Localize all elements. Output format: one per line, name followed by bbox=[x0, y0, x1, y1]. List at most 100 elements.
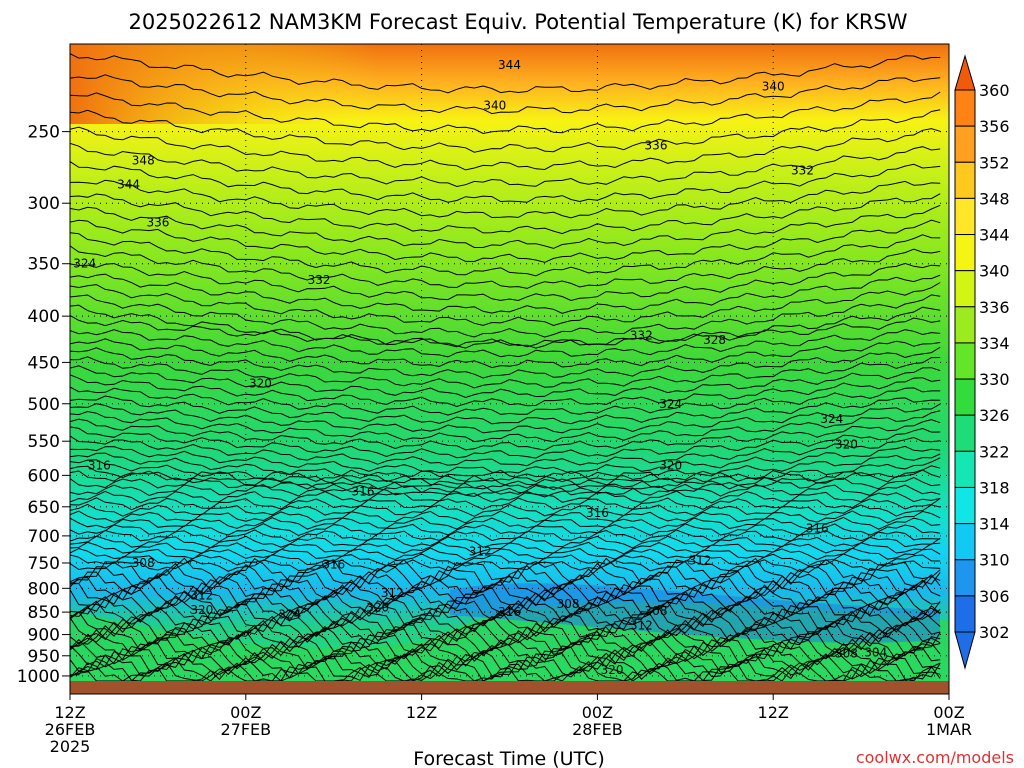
contour-line bbox=[70, 465, 941, 498]
contour-line bbox=[70, 638, 941, 667]
contour-line bbox=[70, 600, 941, 629]
contour-label: 344 bbox=[498, 58, 521, 72]
contour-label: 316 bbox=[498, 605, 521, 619]
contour-line bbox=[70, 142, 941, 188]
contour-line bbox=[70, 53, 941, 94]
colorbar-label: 330 bbox=[979, 370, 1010, 389]
contour-label: 320 bbox=[601, 663, 624, 677]
contour-line bbox=[70, 126, 941, 171]
colorbar-label: 326 bbox=[979, 406, 1010, 425]
contour-line bbox=[70, 304, 941, 349]
y-axis: 250 300 350 400 450 500 550 600 650 700 750 800 850 9… bbox=[17, 123, 70, 687]
contour-line bbox=[70, 109, 941, 153]
contour-line bbox=[70, 418, 941, 451]
colorbar-bin bbox=[954, 523, 976, 561]
contour-line bbox=[70, 665, 941, 681]
contour-line bbox=[70, 356, 941, 389]
contour-line bbox=[70, 615, 941, 643]
y-tick-label: 800 bbox=[28, 579, 60, 599]
contour-line bbox=[70, 435, 941, 467]
colorbar-bin bbox=[954, 450, 976, 488]
contour-line bbox=[70, 329, 941, 358]
y-tick-label: 350 bbox=[28, 255, 60, 275]
contour-label: 324 bbox=[659, 397, 682, 411]
x-tick-label: 12Z bbox=[758, 703, 789, 722]
contour-line bbox=[70, 656, 941, 681]
contour-line bbox=[70, 553, 941, 567]
grid-lines bbox=[70, 44, 949, 681]
contour-line bbox=[70, 573, 941, 602]
contour-line bbox=[70, 410, 941, 443]
contour-label: 336 bbox=[146, 215, 169, 229]
colorbar-bin bbox=[954, 486, 976, 525]
colorbar-bin bbox=[954, 342, 976, 380]
contour-line bbox=[70, 395, 941, 425]
contour-line bbox=[70, 294, 941, 338]
x-tick-label: 1MAR bbox=[926, 720, 972, 739]
contour-label: 344 bbox=[117, 177, 140, 191]
y-tick-label: 1000 bbox=[17, 667, 60, 687]
x-tick-label: 12Z bbox=[406, 703, 437, 722]
x-tick-label: 00Z bbox=[933, 703, 964, 722]
contour-label: 304 bbox=[864, 645, 887, 659]
colorbar-bin bbox=[954, 559, 976, 597]
colorbar-label: 356 bbox=[979, 117, 1010, 136]
contour-line bbox=[70, 503, 941, 517]
contour-label: 312 bbox=[630, 619, 653, 633]
contour-line bbox=[70, 647, 941, 676]
y-tick-label: 750 bbox=[28, 554, 60, 574]
ground-bar bbox=[70, 681, 949, 694]
colorbar-label: 352 bbox=[979, 153, 1010, 172]
contour-line bbox=[70, 161, 941, 203]
x-tick-label: 00Z bbox=[582, 703, 613, 722]
contour-line bbox=[70, 403, 941, 434]
contour-line bbox=[70, 642, 941, 671]
contour-line bbox=[70, 541, 941, 555]
contour-line bbox=[70, 314, 941, 348]
contour-line bbox=[70, 219, 941, 263]
contour-line bbox=[70, 562, 941, 591]
contour-label: 308 bbox=[557, 597, 580, 611]
contour-label: 348 bbox=[132, 153, 155, 167]
x-tick-label: 27FEB bbox=[220, 720, 271, 739]
contour-line bbox=[70, 179, 941, 219]
x-axis-label: Forecast Time (UTC) bbox=[413, 748, 604, 768]
contour-line bbox=[70, 610, 941, 639]
colorbar-label: 360 bbox=[979, 81, 1010, 100]
contour-line bbox=[70, 262, 941, 302]
contour-label: 340 bbox=[762, 80, 785, 94]
contour-line bbox=[70, 452, 941, 483]
colorbar-label: 334 bbox=[979, 334, 1010, 353]
contour-line bbox=[70, 74, 941, 115]
y-tick-label: 600 bbox=[28, 466, 60, 486]
contour-label: 324 bbox=[278, 607, 301, 621]
contour-label: 312 bbox=[381, 586, 404, 600]
contour-label: 320 bbox=[249, 377, 272, 391]
contour-line bbox=[70, 204, 941, 249]
contour-line bbox=[70, 338, 941, 369]
contour-line bbox=[70, 516, 941, 530]
contour-line bbox=[70, 559, 941, 573]
contour-line bbox=[70, 386, 941, 416]
contour-line bbox=[70, 629, 941, 657]
contour-label: 312 bbox=[190, 589, 213, 603]
contour-label: 312 bbox=[469, 544, 492, 558]
y-tick-label: 550 bbox=[28, 432, 60, 452]
y-tick-label: 850 bbox=[28, 603, 60, 623]
contour-label: 324 bbox=[73, 257, 96, 271]
contour-line bbox=[70, 365, 941, 399]
x-tick-label: 28FEB bbox=[572, 720, 623, 739]
contour-line bbox=[70, 232, 941, 277]
colorbar-bin bbox=[954, 270, 976, 308]
contour-label: 316 bbox=[352, 484, 375, 498]
contour-line bbox=[70, 547, 941, 561]
colorbar-label: 310 bbox=[979, 551, 1010, 570]
contour-line bbox=[70, 483, 941, 497]
contour-line bbox=[70, 426, 941, 459]
plot-frame bbox=[69, 43, 950, 695]
colorbar-bin bbox=[954, 306, 976, 344]
contour-label: 320 bbox=[366, 600, 389, 614]
contour-label: 332 bbox=[308, 273, 331, 287]
contour-label: 312 bbox=[688, 553, 711, 567]
